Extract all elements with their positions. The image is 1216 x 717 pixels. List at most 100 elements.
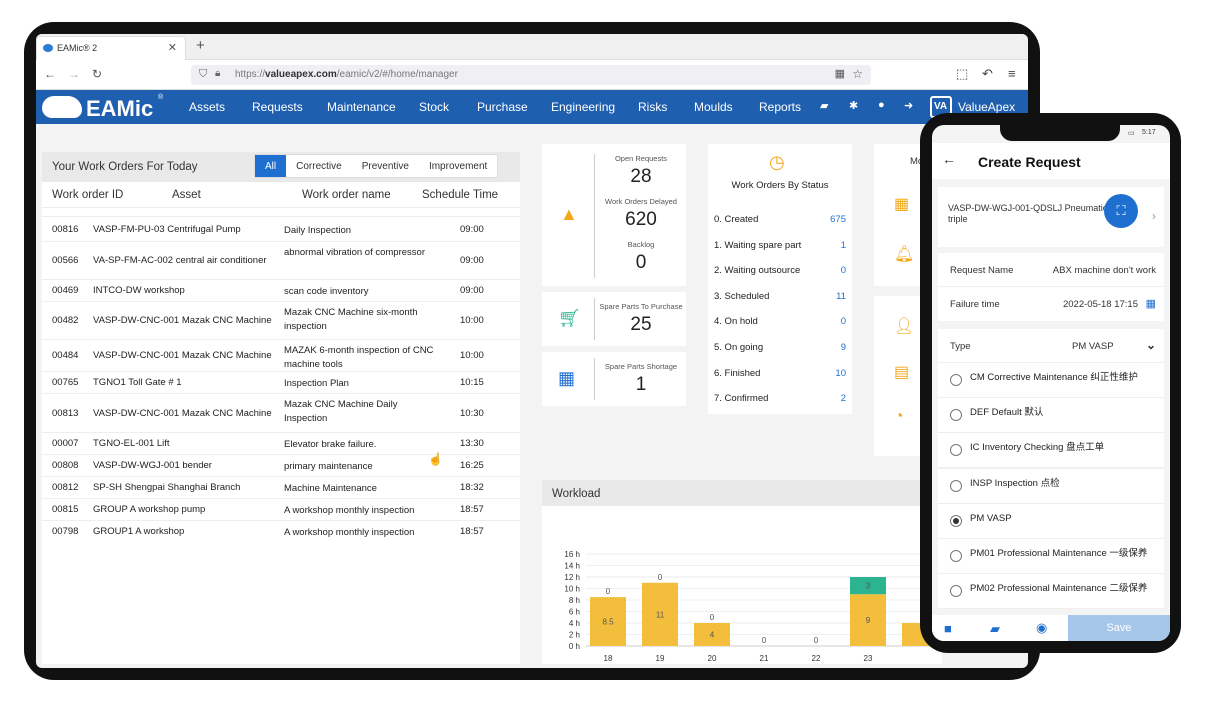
status-item[interactable]: 5. On going 9 (714, 342, 846, 353)
nav-purchase[interactable]: Purchase (477, 100, 528, 114)
forward-icon[interactable]: → (68, 67, 80, 81)
user-icon[interactable]: ● (878, 99, 885, 111)
save-button[interactable]: Save (1068, 615, 1170, 641)
back-arrow-icon[interactable]: ← (942, 151, 956, 167)
type-option[interactable]: PM VASP (938, 503, 1164, 539)
radio-button[interactable] (950, 374, 962, 386)
col-work-order-name[interactable]: Work order name (302, 189, 391, 201)
table-row[interactable]: 00798 GROUP1 A workshop A workshop monthly… (42, 520, 520, 542)
table-row[interactable]: 00815 GROUP A workshop pump A workshop mon… (42, 498, 520, 520)
table-row[interactable]: 00469 INTCO-DW workshop scan code inventor… (42, 279, 520, 301)
col-asset[interactable]: Asset (172, 189, 201, 201)
type-option[interactable]: IC Inventory Checking 盘点工单 (938, 433, 1164, 469)
nav-engineering[interactable]: Engineering (551, 100, 616, 114)
camera-icon[interactable]: ◉ (1036, 620, 1048, 635)
status-item[interactable]: 7. Confirmed 2 (714, 393, 846, 404)
nav-reports[interactable]: Reports (759, 100, 802, 114)
eamic-logo[interactable]: EAMic ® (42, 94, 163, 121)
filter-tabs: All Corrective Preventive Improvement (254, 154, 499, 178)
schedule-time: 18:57 (460, 504, 484, 515)
nav-stock[interactable]: Stock (419, 100, 450, 114)
nav-requests[interactable]: Requests (252, 100, 303, 114)
radio-button[interactable] (950, 479, 962, 492)
work-order-id: 00808 (52, 460, 79, 471)
back-icon[interactable]: ← (44, 67, 56, 81)
asset-name: GROUP A workshop pump (93, 504, 206, 515)
table-row[interactable]: 00566 VA-SP-FM-AC-002 central air conditi… (42, 241, 520, 279)
undo-icon[interactable]: ↶ (982, 66, 993, 81)
type-option[interactable]: DEF Default 默认 (938, 398, 1164, 434)
address-bar[interactable]: ⛉ 🔒︎ https://valueapex.com/eamic/v2/#/ho… (191, 65, 871, 85)
reload-icon[interactable]: ↻ (92, 67, 103, 81)
y-tick-label: 6 h (569, 608, 580, 617)
radio-button[interactable] (950, 409, 962, 422)
status-label: 7. Confirmed (714, 393, 769, 405)
calendar-icon[interactable]: ▦ (1145, 298, 1156, 310)
status-item[interactable]: 4. On hold 0 (714, 316, 846, 327)
y-tick-label: 8 h (569, 596, 580, 605)
status-item[interactable]: 2. Waiting outsource 0 (714, 265, 846, 276)
nav-assets[interactable]: Assets (189, 100, 226, 114)
status-item[interactable]: 3. Scheduled 11 (714, 291, 846, 302)
radio-button[interactable] (950, 550, 962, 562)
kpi-spare-shortage-card[interactable]: ▦ Spare Parts Shortage 1 (542, 352, 686, 406)
radio-button[interactable] (950, 585, 962, 598)
filter-all[interactable]: All (255, 155, 287, 177)
table-row[interactable]: 00765 TGNO1 Toll Gate # 1 Inspection Plan 1… (42, 371, 520, 393)
phone-header: ← Create Request (932, 143, 1170, 179)
filter-corrective[interactable]: Corrective (296, 161, 342, 172)
status-item[interactable]: 1. Waiting spare part 1 (714, 240, 846, 251)
bar (850, 577, 886, 595)
status-item[interactable]: 0. Created 675 (714, 214, 846, 225)
status-label: 5. On going (714, 342, 764, 353)
qr-code-icon[interactable]: ▦ (834, 68, 845, 80)
filter-preventive[interactable]: Preventive (361, 161, 409, 172)
nav-maintenance[interactable]: Maintenance (327, 100, 396, 114)
browser-tab[interactable]: EAMic® 2 ✕ (36, 36, 186, 60)
request-name-row[interactable]: Request Name ABX machine don't work (938, 253, 1164, 287)
table-row[interactable]: 00808 VASP-DW-WGJ-001 bender primary maint… (42, 454, 520, 476)
type-option[interactable]: CM Corrective Maintenance 纠正性维护 (938, 363, 1164, 398)
x-tick-label: 20 (708, 654, 717, 663)
table-row[interactable]: 00812 SP-SH Shengpai Shanghai Branch Machi… (42, 476, 520, 498)
extensions-icon[interactable]: ⬚ (956, 66, 969, 81)
work-order-name: Machine Maintenance (284, 483, 377, 494)
y-tick-label: 4 h (569, 619, 580, 628)
type-option[interactable]: PM02 Professional Maintenance 二级保养 (938, 574, 1164, 610)
folder-icon[interactable]: ▰ (990, 621, 1000, 636)
nav-moulds[interactable]: Moulds (694, 100, 733, 114)
filter-improvement[interactable]: Improvement (428, 161, 488, 172)
nav-risks[interactable]: Risks (638, 100, 668, 114)
cart-icon: 🛒︎ (558, 308, 581, 328)
new-tab-icon[interactable]: + (196, 37, 205, 54)
gear-icon[interactable]: ✱ (849, 100, 859, 112)
radio-button[interactable] (950, 514, 962, 527)
status-item[interactable]: 6. Finished 10 (714, 368, 846, 379)
type-option[interactable]: PM01 Professional Maintenance 一级保养 (938, 539, 1164, 574)
status-label: 1. Waiting spare part (714, 239, 802, 251)
type-option[interactable]: INSP Inspection 点检 (938, 468, 1164, 504)
col-schedule-time[interactable]: Schedule Time (422, 189, 499, 201)
menu-icon[interactable]: ≡ (1008, 66, 1016, 81)
table-row[interactable]: 00484 VASP-DW-CNC-001 Mazak CNC Machine MA… (42, 339, 520, 371)
table-row[interactable]: 00816 VASP-FM-PU-03 Centrifugal Pump Daily… (42, 216, 520, 241)
table-row[interactable]: 00007 TGNO-EL-001 Lift Elevator brake fail… (42, 432, 520, 454)
option-label: IC Inventory Checking 盘点工单 (970, 442, 1105, 454)
chat-icon[interactable]: ▰ (820, 100, 829, 112)
close-tab-icon[interactable]: ✕ (167, 42, 177, 54)
divider (594, 358, 595, 400)
logout-icon[interactable]: ➜ (904, 100, 914, 112)
kpi-open-card[interactable]: ▲ Open Requests 28 Work Orders Delayed 6… (542, 144, 686, 286)
radio-button[interactable] (950, 444, 962, 457)
table-row[interactable]: 00813 VASP-DW-CNC-001 Mazak CNC Machine Ma… (42, 393, 520, 432)
video-icon[interactable]: ■ (944, 621, 952, 636)
workload-chart: 0 h 2 h 4 h 6 h 8 h 10 h 12 h 14 h 16 h 18 8.5 0 19 1… (564, 550, 938, 663)
open-requests-label: Open Requests (614, 154, 668, 163)
table-row[interactable]: 00482 VASP-DW-CNC-001 Mazak CNC Machine Ma… (42, 301, 520, 339)
star-icon[interactable]: ☆ (852, 67, 863, 81)
failure-time-row[interactable]: Failure time 2022-05-18 17:15 ▦ (938, 287, 1164, 321)
col-work-order-id[interactable]: Work order ID (52, 189, 124, 201)
type-select[interactable]: Type PM VASP ⌄ (938, 329, 1164, 363)
scan-button[interactable]: ⛶ (1104, 194, 1138, 228)
kpi-spare-purchase-card[interactable]: 🛒︎ Spare Parts To Purchase 25 (542, 292, 686, 346)
